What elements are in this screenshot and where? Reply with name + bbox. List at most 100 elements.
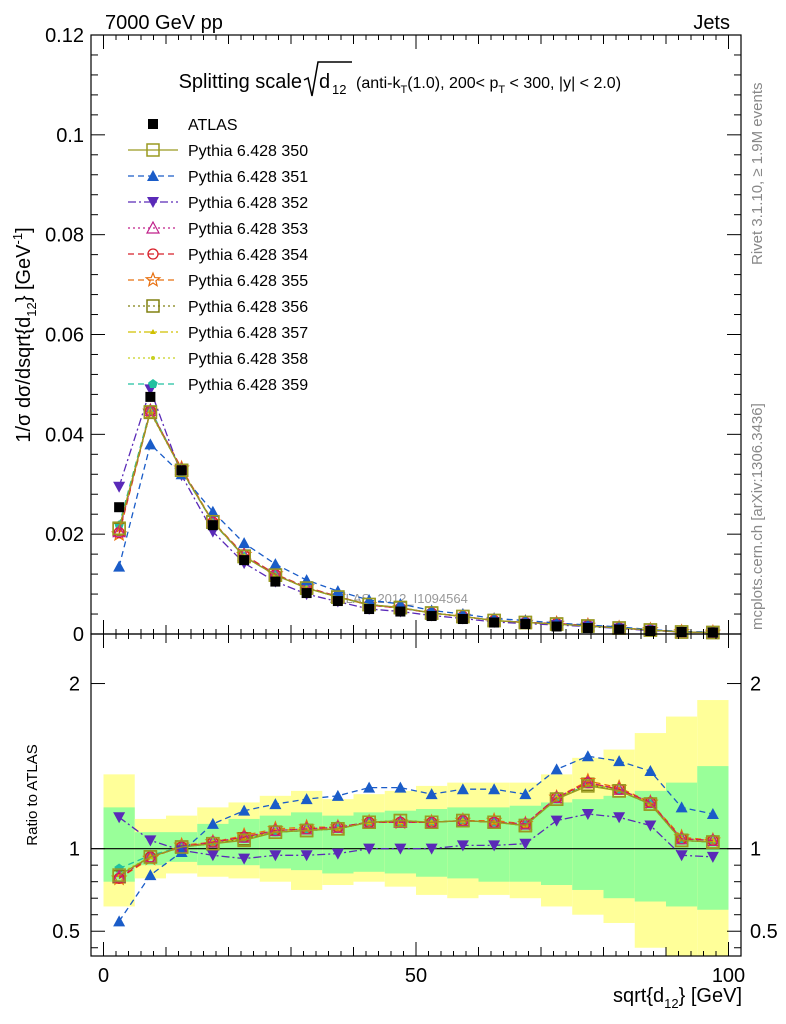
ratio-point-p352-0-shape	[113, 812, 126, 824]
point-atlas-15	[582, 623, 593, 634]
ratio-point-p352-12-shape	[488, 840, 501, 852]
ratio-series-p352	[113, 808, 719, 865]
ratio-point-p351-16-shape	[613, 755, 626, 767]
ratio-point-p353-18	[674, 831, 689, 845]
ratio-point-p352-15	[581, 808, 594, 820]
ratio-point-p350-0-shape	[112, 868, 126, 882]
ratio-point-p350-15-shape	[581, 779, 595, 793]
ratio-point-p350-12-shape	[487, 815, 501, 829]
rytick-label-l-2: 2	[69, 674, 80, 696]
ratio-point-p351-9	[394, 781, 407, 793]
ratio-point-p351-19-shape	[706, 807, 719, 819]
ratio-point-p350-5-shape	[268, 825, 283, 839]
ratio-point-p351-2-shape	[175, 845, 188, 857]
ratio-point-p351-4-shape	[238, 804, 251, 816]
ratio-point-p352-5	[269, 850, 282, 862]
point-atlas-12-shape	[489, 617, 500, 628]
main-series-group	[110, 384, 722, 640]
ratio-point-p351-1-shape	[144, 869, 157, 881]
ratio-point-p352-7	[331, 848, 344, 860]
point-p350-1-shape	[143, 405, 158, 419]
ratio-point-p352-8	[363, 843, 376, 855]
legend-marker-p357	[150, 329, 156, 334]
ratio-point-p350-9-shape	[393, 813, 408, 828]
ratio-point-p352-11	[456, 840, 469, 852]
point-p351-3	[206, 505, 219, 517]
ratio-point-p355-12	[485, 811, 503, 828]
point-p350-2-shape	[174, 463, 189, 478]
title-main: Splitting scale	[179, 71, 302, 93]
ratio-point-p352-12	[488, 840, 501, 852]
ratio-point-p352-9-shape	[394, 843, 407, 855]
ratio-bands	[91, 700, 741, 956]
ratio-point-p351-4	[238, 804, 251, 816]
ratio-point-p350-8-shape	[362, 815, 376, 829]
legend-marker-p359-shape	[148, 379, 158, 388]
ratio-point-p353-15-shape	[580, 775, 595, 789]
point-atlas-6	[301, 588, 312, 599]
ratio-point-p352-19	[706, 851, 719, 863]
legend-marker-p354	[147, 248, 159, 260]
point-p351-1-shape	[144, 438, 157, 450]
legend-label-p359: Pythia 6.428 359	[188, 377, 308, 394]
legend-marker-p350	[146, 143, 160, 157]
ratio-point-p352-6	[300, 850, 313, 862]
ratio-point-p351-9-shape	[394, 781, 407, 793]
ratio-point-p350-6	[299, 823, 314, 838]
ratio-point-p351-18	[675, 801, 688, 813]
ratio-point-p350-2	[174, 840, 189, 854]
ratio-point-p350-11-shape	[456, 813, 470, 828]
legend-label-p351: Pythia 6.428 351	[188, 169, 308, 186]
point-atlas-3	[207, 520, 218, 531]
ratio-point-p351-0	[113, 915, 126, 927]
point-p350-0	[112, 521, 126, 535]
ratio-point-p355-15-shape	[579, 772, 597, 788]
legend-label-p357: Pythia 6.428 357	[188, 325, 308, 342]
legend-label-p352: Pythia 6.428 352	[188, 195, 308, 212]
legend-marker-p355-shape	[144, 271, 162, 288]
point-p351-9-shape	[394, 598, 407, 610]
header-right: Jets	[693, 12, 730, 34]
ratio-point-p350-1-shape	[143, 850, 158, 864]
ratio-point-p350-11	[456, 813, 470, 828]
legend-entry-p354: Pythia 6.428 354	[128, 247, 308, 264]
legend-entry-p358: Pythia 6.428 358	[128, 351, 308, 368]
ratio-point-p350-18	[674, 833, 689, 848]
ratio-point-p350-19	[706, 835, 720, 849]
legend-entry-atlas: ATLAS	[148, 117, 238, 134]
plot-title: Splitting scale d 12 (anti-kT(1.0), 200<…	[179, 61, 621, 97]
ratio-point-p350-16	[612, 784, 626, 798]
point-atlas-8-shape	[364, 604, 375, 615]
ratio-point-p355-4-shape	[235, 826, 253, 843]
legend-entry-p353: Pythia 6.428 353	[128, 220, 308, 238]
legend-marker-p351-shape	[147, 170, 159, 181]
ratio-point-p350-0	[112, 868, 126, 882]
point-atlas-0	[114, 502, 125, 513]
point-atlas-0-shape	[114, 502, 125, 513]
ratio-point-p352-7-shape	[331, 848, 344, 860]
ratio-point-p350-12	[487, 815, 501, 829]
ytick-label-2: 0.04	[45, 424, 84, 446]
ratio-point-p353-5-shape	[268, 823, 283, 837]
ratio-point-p352-18-shape	[675, 850, 688, 862]
ytick-label-1: 0.02	[45, 524, 84, 546]
point-p353-1	[143, 403, 158, 416]
xlabel: sqrt{d12} [GeV]	[613, 985, 742, 1011]
ratio-point-p351-8	[363, 781, 376, 793]
ratio-point-p355-12-shape	[485, 811, 503, 828]
point-p352-0	[113, 481, 126, 493]
point-p351-5-shape	[269, 558, 282, 570]
ratio-point-p350-7	[331, 822, 345, 836]
ratio-point-p352-17	[644, 820, 657, 832]
ratio-point-p353-6-shape	[299, 821, 314, 835]
ratio-point-p352-13-shape	[519, 838, 532, 850]
ratio-point-p352-4-shape	[238, 853, 251, 865]
ratio-point-p352-1	[144, 835, 157, 847]
ratio-point-p350-4-shape	[237, 833, 251, 848]
ratio-point-p350-7-shape	[331, 822, 345, 836]
point-atlas-5	[270, 576, 281, 587]
point-atlas-14-shape	[551, 621, 562, 632]
point-atlas-11	[457, 614, 468, 625]
legend-label-p356: Pythia 6.428 356	[188, 299, 308, 316]
